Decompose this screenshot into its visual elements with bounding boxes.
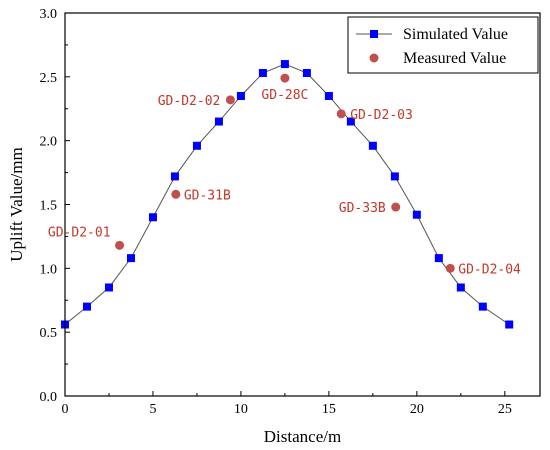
x-tick-label: 10 bbox=[234, 402, 248, 417]
legend-measured-marker bbox=[369, 53, 379, 63]
x-tick-label: 5 bbox=[149, 402, 156, 417]
legend: Simulated Value Measured Value bbox=[347, 16, 539, 74]
simulated-marker bbox=[258, 69, 267, 78]
measured-marker bbox=[336, 109, 346, 119]
simulated-marker bbox=[148, 213, 157, 222]
simulated-marker bbox=[324, 91, 333, 100]
simulated-marker bbox=[192, 141, 201, 150]
simulated-marker bbox=[214, 117, 223, 126]
point-label: GD-D2-01 bbox=[48, 225, 111, 240]
measured-marker bbox=[280, 73, 290, 83]
measured-marker bbox=[115, 240, 125, 250]
simulated-marker bbox=[505, 320, 514, 329]
simulated-marker bbox=[126, 254, 135, 263]
legend-measured-label: Measured Value bbox=[403, 50, 506, 67]
y-axis-title: Uplift Value/mm bbox=[7, 147, 26, 261]
y-tick-label: 0.0 bbox=[40, 390, 58, 405]
x-tick-label: 0 bbox=[62, 402, 69, 417]
simulated-marker bbox=[478, 302, 487, 311]
legend-simulated-marker bbox=[370, 30, 378, 38]
simulated-marker bbox=[302, 69, 311, 78]
x-axis-title: Distance/m bbox=[264, 427, 341, 446]
y-tick-label: 3.0 bbox=[40, 7, 58, 22]
simulated-marker bbox=[412, 210, 421, 219]
axes: 0 5 10 15 20 25 0.0 0.5 1.0 1.5 2.0 2.5 3.0 Distance/… bbox=[7, 7, 541, 446]
x-tick-label: 20 bbox=[410, 402, 424, 417]
simulated-marker bbox=[280, 60, 289, 69]
x-tick-label: 15 bbox=[322, 402, 336, 417]
y-tick-label: 0.5 bbox=[40, 326, 58, 341]
measured-marker bbox=[391, 202, 401, 212]
point-label: GD-28C bbox=[261, 88, 308, 103]
simulated-marker bbox=[170, 172, 179, 181]
legend-simulated-label: Simulated Value bbox=[403, 26, 508, 43]
simulated-marker bbox=[434, 254, 443, 263]
simulated-marker bbox=[104, 283, 113, 292]
simulated-marker bbox=[390, 172, 399, 181]
measured-marker bbox=[445, 263, 455, 273]
x-tick-label: 25 bbox=[498, 402, 512, 417]
point-label: GD-33B bbox=[339, 201, 386, 216]
point-label: GD-31B bbox=[184, 188, 231, 203]
simulated-marker bbox=[236, 91, 245, 100]
simulated-marker bbox=[456, 283, 465, 292]
point-labels: GD-D2-01 GD-31B GD-D2-02 GD-28C GD-D2-03 GD-3… bbox=[48, 88, 521, 277]
point-label: GD-D2-04 bbox=[458, 262, 521, 277]
legend-box bbox=[347, 16, 539, 74]
measured-marker bbox=[225, 95, 235, 105]
point-label: GD-D2-03 bbox=[350, 108, 413, 123]
y-tick-label: 1.5 bbox=[40, 199, 58, 214]
y-tick-label: 2.5 bbox=[40, 71, 58, 86]
measured-marker bbox=[171, 189, 181, 199]
simulated-marker bbox=[368, 141, 377, 150]
y-tick-label: 1.0 bbox=[40, 262, 58, 277]
point-label: GD-D2-02 bbox=[158, 94, 221, 109]
y-tick-label: 2.0 bbox=[40, 135, 58, 150]
simulated-line bbox=[64, 63, 510, 325]
simulated-marker bbox=[346, 117, 355, 126]
plot-area bbox=[61, 60, 514, 329]
simulated-marker bbox=[82, 302, 91, 311]
